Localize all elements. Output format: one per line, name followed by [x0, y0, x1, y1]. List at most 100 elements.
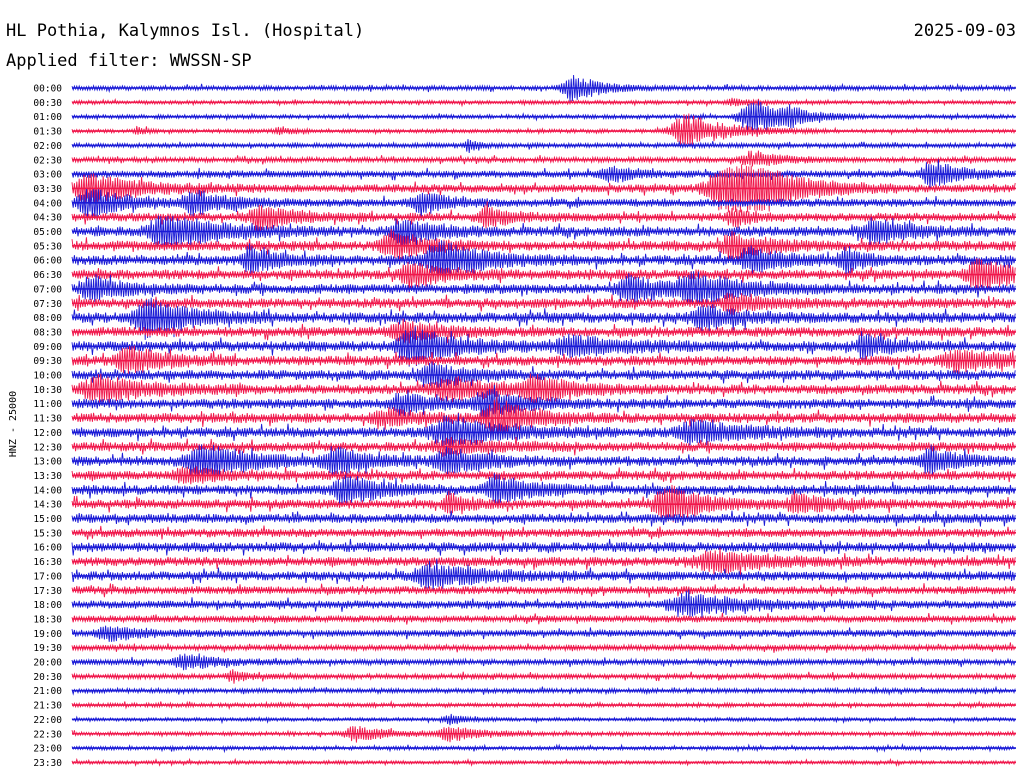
seismic-trace — [71, 326, 1016, 367]
seismic-trace — [71, 384, 1016, 420]
seismic-trace — [71, 510, 1016, 527]
seismic-trace — [71, 240, 1016, 278]
row-time-label: 21:30 — [33, 701, 62, 712]
seismic-trace — [71, 558, 1016, 590]
seismic-trace — [71, 436, 1016, 457]
seismic-trace — [71, 188, 1016, 221]
row-time-label: 04:00 — [33, 198, 62, 209]
row-time-label: 21:00 — [33, 686, 62, 697]
row-labels-group: 00:00 00:30 01:00 01:30 02:00 02:30 03:00 03:30… — [33, 84, 62, 769]
row-time-label: 05:30 — [33, 241, 62, 252]
row-time-label: 13:30 — [33, 471, 62, 482]
row-time-label: 17:30 — [33, 586, 62, 597]
traces-group — [71, 74, 1016, 768]
seismic-trace — [71, 713, 1016, 726]
seismic-trace — [71, 538, 1016, 556]
row-time-label: 10:00 — [33, 371, 62, 382]
seismic-trace — [71, 113, 1016, 146]
row-time-label: 09:30 — [33, 356, 62, 367]
row-time-label: 14:30 — [33, 500, 62, 511]
row-time-label: 18:30 — [33, 614, 62, 625]
row-time-label: 14:00 — [33, 485, 62, 496]
row-time-label: 01:00 — [33, 112, 62, 123]
row-time-label: 17:00 — [33, 571, 62, 582]
row-time-label: 22:30 — [33, 729, 62, 740]
channel-axis-label: HNZ - 25000 — [8, 391, 19, 457]
row-time-label: 23:30 — [33, 758, 62, 769]
seismic-trace — [71, 150, 1016, 167]
row-time-label: 15:30 — [33, 528, 62, 539]
row-time-label: 15:00 — [33, 514, 62, 525]
row-time-label: 12:30 — [33, 442, 62, 453]
seismic-trace — [71, 726, 1016, 743]
row-time-label: 11:30 — [33, 414, 62, 425]
seismic-trace — [71, 201, 1016, 233]
row-time-label: 10:30 — [33, 385, 62, 396]
seismic-trace — [71, 444, 1016, 478]
seismic-trace — [71, 583, 1016, 598]
seismic-trace — [71, 164, 1016, 213]
row-time-label: 00:00 — [33, 84, 62, 95]
seismic-trace — [71, 525, 1016, 541]
seismic-trace — [71, 625, 1016, 642]
seismic-trace — [71, 159, 1016, 189]
seismic-trace — [71, 547, 1016, 577]
row-time-label: 20:30 — [33, 672, 62, 683]
row-time-label: 08:30 — [33, 327, 62, 338]
seismic-trace — [71, 484, 1016, 523]
seismic-trace — [71, 258, 1016, 293]
seismic-trace — [71, 700, 1016, 711]
row-time-label: 22:00 — [33, 715, 62, 726]
seismic-trace — [71, 361, 1016, 388]
station-title: HL Pothia, Kalymnos Isl. (Hospital) — [6, 21, 364, 41]
row-time-label: 07:00 — [33, 284, 62, 295]
seismic-trace — [71, 215, 1016, 250]
seismic-trace — [71, 345, 1016, 375]
seismic-trace — [71, 74, 1016, 102]
row-time-label: 09:00 — [33, 342, 62, 353]
seismic-trace — [71, 742, 1016, 754]
seismic-trace — [71, 466, 1016, 485]
seismic-trace — [71, 642, 1016, 653]
row-time-label: 05:00 — [33, 227, 62, 238]
row-time-label: 03:30 — [33, 184, 62, 195]
row-time-label: 11:00 — [33, 399, 62, 410]
row-time-label: 06:00 — [33, 256, 62, 267]
row-time-label: 02:00 — [33, 141, 62, 152]
seismic-trace — [71, 292, 1016, 315]
row-time-label: 20:00 — [33, 658, 62, 669]
seismic-trace — [71, 97, 1016, 108]
seismic-trace — [71, 271, 1016, 307]
seismic-trace — [71, 228, 1016, 262]
seismic-trace — [71, 757, 1016, 768]
seismic-trace — [71, 685, 1016, 696]
seismic-trace — [71, 669, 1016, 684]
row-time-label: 16:00 — [33, 543, 62, 554]
row-time-label: 00:30 — [33, 98, 62, 109]
row-time-label: 12:00 — [33, 428, 62, 439]
row-time-label: 08:00 — [33, 313, 62, 324]
filter-label: Applied filter: WWSSN-SP — [6, 51, 252, 71]
row-time-label: 19:00 — [33, 629, 62, 640]
row-time-label: 03:00 — [33, 170, 62, 181]
seismic-trace — [71, 318, 1016, 344]
row-time-label: 07:30 — [33, 299, 62, 310]
seismic-trace — [71, 612, 1016, 625]
row-time-label: 16:30 — [33, 557, 62, 568]
row-time-label: 13:00 — [33, 457, 62, 468]
row-time-label: 18:00 — [33, 600, 62, 611]
seismic-trace — [71, 653, 1016, 671]
seismic-trace — [71, 589, 1016, 618]
seismic-trace — [71, 396, 1016, 438]
seismic-trace — [71, 373, 1016, 405]
seismic-trace — [71, 297, 1016, 340]
seismic-trace — [71, 473, 1016, 506]
seismic-trace — [71, 413, 1016, 447]
row-time-label: 06:30 — [33, 270, 62, 281]
seismic-trace — [71, 100, 1016, 133]
row-time-label: 23:00 — [33, 744, 62, 755]
row-time-label: 04:30 — [33, 213, 62, 224]
seismic-trace — [71, 138, 1016, 153]
row-time-label: 02:30 — [33, 155, 62, 166]
